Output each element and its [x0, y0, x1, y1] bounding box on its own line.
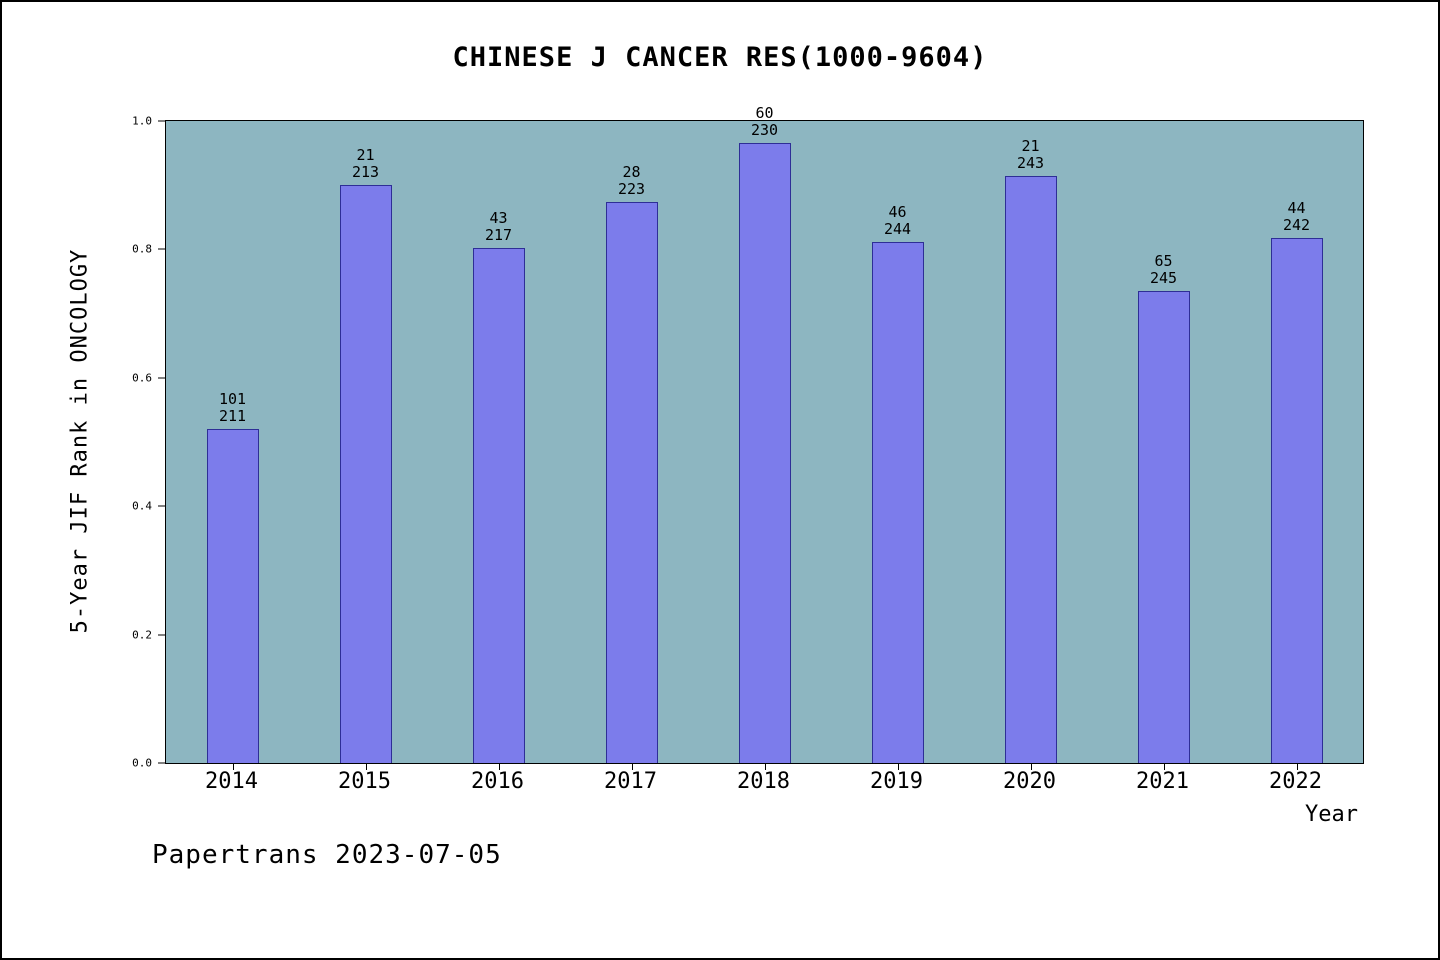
x-tick-mark — [498, 763, 500, 770]
x-tick-label-2016: 2016 — [471, 769, 524, 794]
y-tick-label-0.2: 0.2 — [132, 628, 152, 642]
x-axis-label: Year — [1305, 802, 1358, 827]
bar-label-2019: 46 244 — [884, 204, 911, 238]
watermark-text: Papertrans 2023-07-05 — [152, 840, 502, 870]
bar-rank: 60 — [755, 104, 774, 123]
bar-slot: 44 242 — [1230, 121, 1363, 770]
x-tick-mark — [1030, 763, 1032, 770]
bar-slot: 60 230 — [698, 105, 831, 770]
bar-label-2020: 21 243 — [1017, 138, 1044, 172]
y-tick-mark — [158, 377, 166, 379]
bar-2015 — [339, 185, 392, 763]
x-axis-ticks: 2014 2015 2016 2017 2018 2019 2020 2021 2022 — [165, 769, 1362, 794]
bar-2022 — [1270, 237, 1323, 763]
bar-2019 — [871, 242, 924, 763]
bar-label-2017: 28 223 — [617, 162, 646, 198]
bar-total: 217 — [484, 226, 513, 245]
bar-label-2016: 43 217 — [485, 210, 512, 244]
y-tick-mark — [158, 120, 166, 122]
bar-rank: 21 — [356, 146, 375, 165]
bar-rank: 46 — [888, 203, 907, 222]
x-tick-mark — [764, 763, 766, 770]
y-axis-label: 5-Year JIF Rank in ONCOLOGY — [67, 248, 93, 634]
y-tick-label-1.0: 1.0 — [132, 114, 152, 128]
bar-rank: 44 — [1287, 198, 1306, 217]
bar-group: 101 211 21 213 43 217 28 223 60 230 46 244 21 243 65 24… — [166, 105, 1363, 770]
bar-label-2021: 65 245 — [1150, 253, 1177, 287]
x-tick-mark — [631, 763, 633, 770]
bar-rank: 21 — [1021, 137, 1040, 156]
x-tick-label-2014: 2014 — [205, 769, 258, 794]
bar-slot: 65 245 — [1097, 121, 1230, 770]
y-tick-label-0.8: 0.8 — [132, 242, 152, 256]
bar-label-2018: 60 230 — [751, 105, 778, 139]
bar-rank: 65 — [1154, 252, 1173, 271]
x-tick-mark — [365, 763, 367, 770]
x-tick-mark — [232, 763, 234, 770]
bar-2021 — [1137, 291, 1190, 763]
bar-2014 — [206, 428, 259, 763]
bar-2017 — [605, 201, 658, 763]
x-tick-label-2018: 2018 — [737, 769, 790, 794]
bar-slot: 43 217 — [432, 121, 565, 770]
x-tick-label-2019: 2019 — [870, 769, 923, 794]
bar-2018 — [738, 143, 791, 763]
y-tick-label-0.6: 0.6 — [132, 371, 152, 385]
bar-rank: 43 — [489, 209, 508, 228]
x-tick-label-2022: 2022 — [1269, 769, 1322, 794]
bar-total: 244 — [883, 220, 912, 239]
bar-total: 242 — [1282, 215, 1311, 234]
bar-2016 — [472, 248, 525, 763]
bar-slot: 28 223 — [565, 121, 698, 770]
bar-slot: 46 244 — [831, 121, 964, 770]
y-tick-mark — [158, 762, 166, 764]
bar-slot: 101 211 — [166, 121, 299, 770]
y-tick-label-0.4: 0.4 — [132, 499, 152, 513]
bar-2020 — [1004, 176, 1057, 763]
bar-total: 245 — [1149, 269, 1178, 288]
bar-label-2022: 44 242 — [1282, 198, 1311, 234]
bar-total: 213 — [351, 163, 380, 182]
x-tick-mark — [1163, 763, 1165, 770]
bar-slot: 21 213 — [299, 121, 432, 770]
bar-total: 230 — [750, 121, 779, 140]
y-tick-mark — [158, 505, 166, 507]
x-tick-label-2021: 2021 — [1136, 769, 1189, 794]
chart-title: CHINESE J CANCER RES(1000-9604) — [452, 42, 988, 73]
x-tick-mark — [1296, 763, 1298, 770]
bar-label-2014: 101 211 — [218, 389, 247, 425]
x-tick-label-2017: 2017 — [604, 769, 657, 794]
bar-total: 223 — [617, 179, 646, 198]
bar-rank: 28 — [622, 162, 641, 181]
bar-total: 211 — [218, 406, 247, 425]
y-tick-mark — [158, 248, 166, 250]
plot-area: 101 211 21 213 43 217 28 223 60 230 46 244 21 243 65 24… — [132, 105, 1364, 770]
bar-label-2015: 21 213 — [352, 147, 379, 181]
y-tick-mark — [158, 634, 166, 636]
x-tick-label-2020: 2020 — [1003, 769, 1056, 794]
bar-rank: 101 — [218, 389, 247, 408]
x-tick-mark — [897, 763, 899, 770]
x-tick-label-2015: 2015 — [338, 769, 391, 794]
bar-slot: 21 243 — [964, 121, 1097, 770]
y-tick-label-0.0: 0.0 — [132, 756, 152, 770]
bar-total: 243 — [1016, 154, 1045, 173]
